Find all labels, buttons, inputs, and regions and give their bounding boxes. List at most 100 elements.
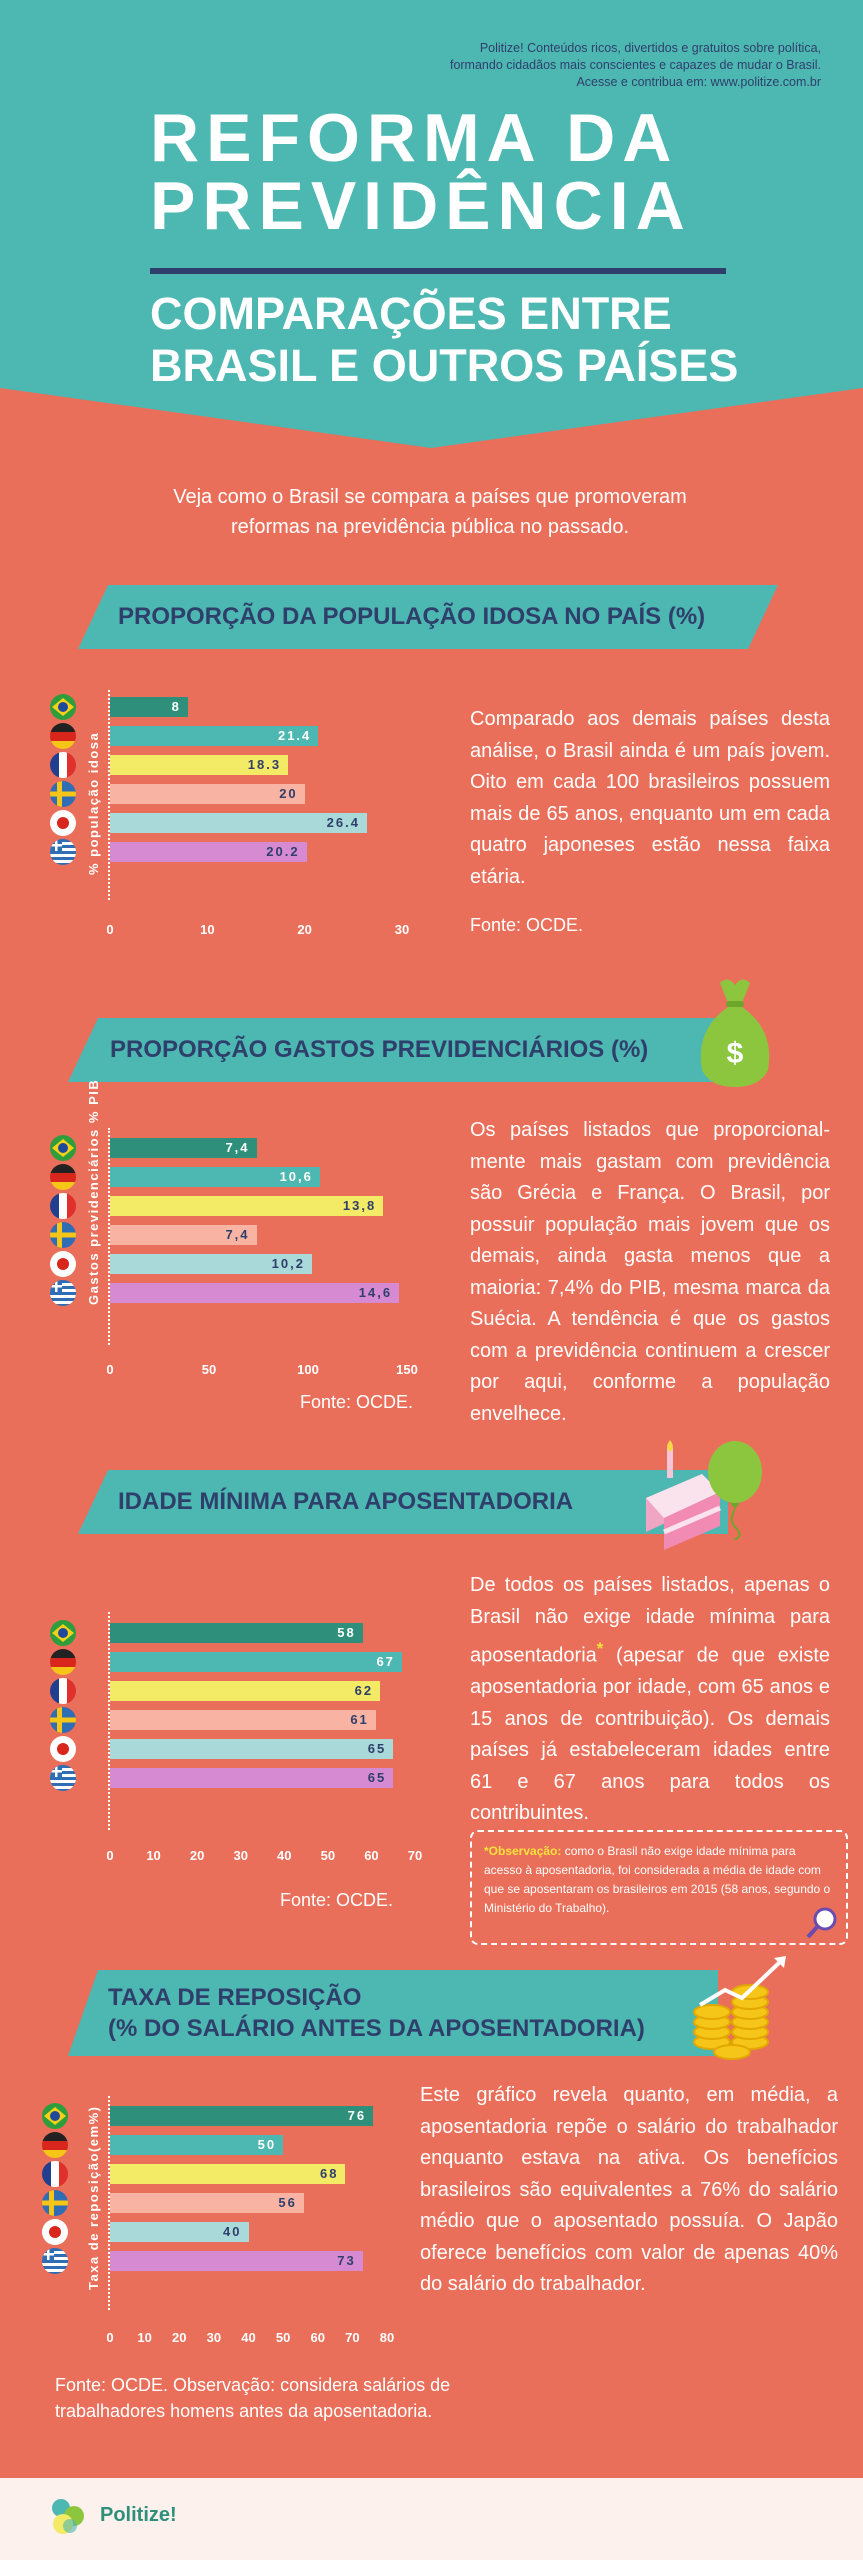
flag-franca-icon <box>50 1678 76 1704</box>
source-text: Fonte: OCDE. <box>280 1890 394 1910</box>
paragraph-part: (apesar de que existe aposentadoria por … <box>470 1644 830 1825</box>
credit-text: Politize! Conteúdos ricos, divertidos e … <box>361 40 821 91</box>
chart-bar: 20 <box>110 784 305 804</box>
flag-brasil-icon <box>50 694 76 720</box>
chart-tick-label: 50 <box>275 2330 291 2345</box>
section-title: PROPORÇÃO GASTOS PREVIDENCIÁRIOS (%) <box>110 1036 649 1063</box>
flag-alemanha-icon <box>50 1164 76 1190</box>
chart-bar: 20.2 <box>110 842 307 862</box>
flag-grecia-icon <box>42 2248 68 2274</box>
title-line: REFORMA DA <box>150 100 679 176</box>
chart-bar: 13,8 <box>110 1196 384 1216</box>
banner-notch <box>78 585 108 649</box>
chart-bar: 76 <box>110 2106 374 2126</box>
chart-tick-label: 20 <box>172 2330 187 2345</box>
page-title: REFORMA DA PREVIDÊNCIA <box>150 104 750 240</box>
section-banner-1: PROPORÇÃO DA POPULAÇÃO IDOSA NO PAÍS (%) <box>78 585 778 649</box>
paragraph-part: De todos os países listados, apenas o Br… <box>470 1574 830 1667</box>
banner-notch <box>748 585 778 649</box>
chart-tick-label: 70 <box>345 2330 360 2345</box>
chart-tick-label: 0 <box>106 1362 114 1377</box>
chart-tick-label: 10 <box>137 2330 152 2345</box>
title-divider <box>150 268 726 274</box>
chart-bar: 7,4 <box>110 1225 257 1245</box>
chart-tick-label: 100 <box>297 1362 319 1377</box>
magnifier-icon <box>806 1907 837 1939</box>
chart-bar: 58 <box>110 1623 363 1643</box>
header <box>0 0 863 448</box>
note-label: *Observação: <box>484 1844 562 1858</box>
chart-tick-label: 70 <box>407 1848 423 1863</box>
section-banner-2: PROPORÇÃO GASTOS PREVIDENCIÁRIOS (%) <box>68 1018 738 1082</box>
flag-brasil-icon <box>42 2103 68 2129</box>
section-title-line: (% DO SALÁRIO ANTES DA APOSENTADORIA) <box>108 2015 645 2042</box>
asterisk-mark: * <box>596 1639 604 1658</box>
credit-line: formando cidadãos mais conscientes e cap… <box>449 58 821 72</box>
chart-bar: 8 <box>110 697 188 717</box>
source-line: Fonte: OCDE. Observação: considera salár… <box>55 2375 451 2395</box>
svg-text:$: $ <box>727 1037 744 1070</box>
birthday-cake-icon <box>646 1440 721 1550</box>
chart-axis <box>108 2096 112 2310</box>
credit-line: Acesse e contribua em: www.politize.com.… <box>576 75 821 89</box>
intro-line: reformas na previdência pública no passa… <box>230 516 630 538</box>
flag-franca-icon <box>50 1193 76 1219</box>
flag-suecia-icon <box>50 1707 76 1733</box>
chart-tick-label: 60 <box>364 1848 379 1863</box>
chart-bar: 18.3 <box>110 755 289 775</box>
chart-tick-label: 50 <box>201 1362 217 1377</box>
subtitle-line: BRASIL E OUTROS PAÍSES <box>150 340 739 391</box>
chart-axis <box>108 690 112 900</box>
chart-tick-label: 40 <box>241 2330 256 2345</box>
chart-tick-label: 20 <box>297 922 312 937</box>
chart-bar: 68 <box>110 2164 346 2184</box>
chart-bar: 67 <box>110 1652 402 1672</box>
chart-bar: 56 <box>110 2193 304 2213</box>
section-title: IDADE MÍNIMA PARA APOSENTADORIA <box>118 1488 574 1515</box>
chart-tick-label: 0 <box>106 922 114 937</box>
chart-bar: 73 <box>110 2251 363 2271</box>
banner-notch <box>68 1018 98 1082</box>
chart-tick-label: 150 <box>396 1362 418 1377</box>
source-text: Fonte: OCDE. <box>470 915 584 935</box>
politize-logo-icon <box>52 2499 84 2534</box>
flag-japao-icon <box>42 2219 68 2245</box>
chart-bar: 50 <box>110 2135 284 2155</box>
flag-japao-icon <box>50 1736 76 1762</box>
chart-tick-label: 30 <box>233 1848 248 1863</box>
chart-bar: 65 <box>110 1768 394 1788</box>
section-paragraph: Comparado aos demais países desta anális… <box>470 708 830 888</box>
chart-tick-label: 50 <box>320 1848 336 1863</box>
source-text: Fonte: OCDE. Observação: considera salár… <box>55 2372 450 2424</box>
source-text: Fonte: OCDE. <box>300 1392 414 1412</box>
flag-suecia-icon <box>50 1222 76 1248</box>
flag-franca-icon <box>42 2161 68 2187</box>
flag-grecia-icon <box>50 839 76 865</box>
flag-japao-icon <box>50 810 76 836</box>
flag-grecia-icon <box>50 1765 76 1791</box>
section-banner-3: IDADE MÍNIMA PARA APOSENTADORIA <box>78 1470 728 1534</box>
observation-note: *Observação: como o Brasil não exige ida… <box>470 1830 848 1945</box>
chart-tick-label: 30 <box>394 922 410 937</box>
section-banner-4: TAXA DE REPOSIÇÃO (% DO SALÁRIO ANTES DA… <box>68 1970 718 2056</box>
flag-alemanha-icon <box>42 2132 68 2158</box>
title-line: PREVIDÊNCIA <box>150 168 692 244</box>
chart-y-label: % população idosa <box>86 731 101 875</box>
chart-bar: 62 <box>110 1681 381 1701</box>
banner-notch <box>68 1970 98 2056</box>
page-subtitle: COMPARAÇÕES ENTRE BRASIL E OUTROS PAÍSES <box>150 288 790 392</box>
balloon-icon <box>708 1441 762 1540</box>
intro-text: Veja como o Brasil se compara a países q… <box>120 482 740 542</box>
section-paragraph: De todos os países listados, apenas o Br… <box>470 1570 830 1830</box>
flag-japao-icon <box>50 1251 76 1277</box>
chart-bar: 26.4 <box>110 813 367 833</box>
footer-brand: Politize! <box>100 2504 177 2526</box>
chart-bar: 21.4 <box>110 726 319 746</box>
section-title-line: TAXA DE REPOSIÇÃO <box>108 1984 362 2011</box>
flag-alemanha-icon <box>50 723 76 749</box>
chart-tick-label: 10 <box>146 1848 161 1863</box>
chart-bar: 7,4 <box>110 1138 257 1158</box>
chart-bar: 40 <box>110 2222 249 2242</box>
header-background <box>0 0 863 448</box>
section-paragraph: Os países listados que proporcional-ment… <box>470 1119 830 1425</box>
